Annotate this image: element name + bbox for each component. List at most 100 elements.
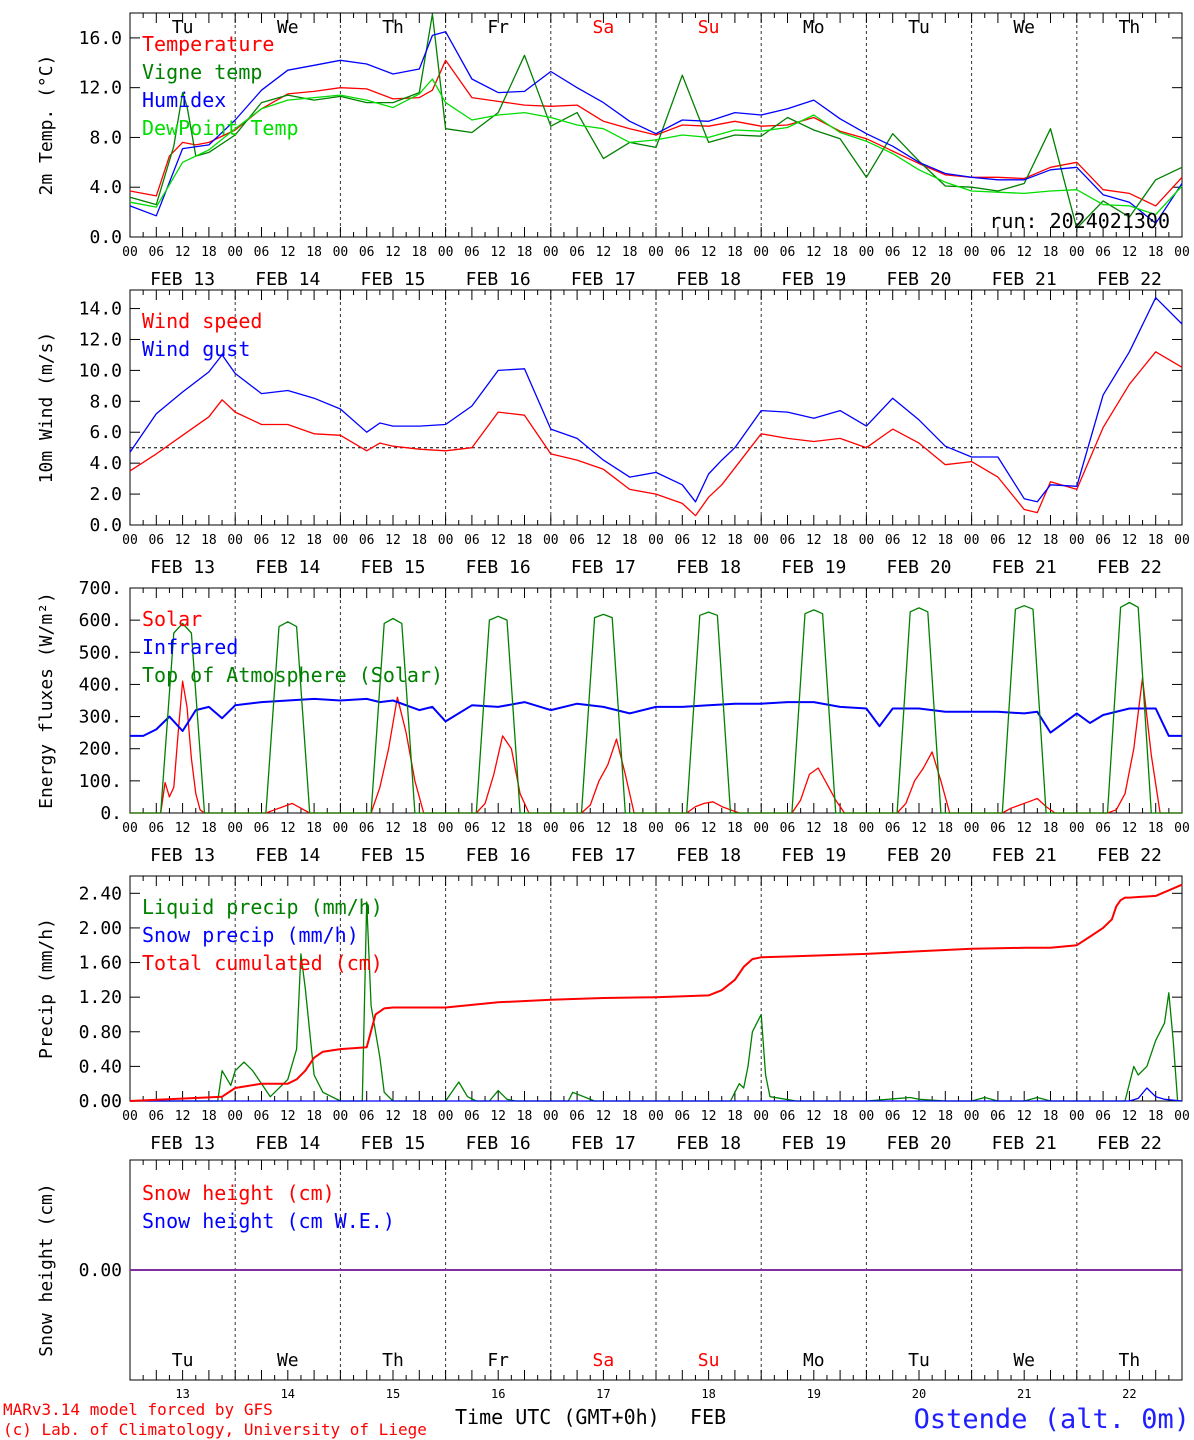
x-hour-label: 06 xyxy=(254,1109,270,1124)
x-hour-label: 18 xyxy=(622,1109,638,1124)
lab-credit: (c) Lab. of Climatology, University of L… xyxy=(3,1420,427,1439)
x-hour-label: 12 xyxy=(911,533,927,548)
weekday-label: Tu xyxy=(172,17,194,38)
y-tick-label: 10.0 xyxy=(79,360,122,381)
x-hour-label: 18 xyxy=(1043,245,1059,260)
x-hour-label: 00 xyxy=(1069,821,1085,836)
x-hour-label: 12 xyxy=(911,1109,927,1124)
y-tick-label: 4.0 xyxy=(89,453,122,474)
x-hour-label: 00 xyxy=(753,533,769,548)
weekday-label: Th xyxy=(382,1350,404,1371)
x-hour-label: 00 xyxy=(964,1109,980,1124)
legend-humidex: Humidex xyxy=(142,88,226,112)
weekday-label: We xyxy=(277,17,299,38)
x-hour-label: 12 xyxy=(1016,245,1032,260)
x-hour-label: 12 xyxy=(280,1109,296,1124)
x-hour-label: 12 xyxy=(701,245,717,260)
x-date-label: FEB 18 xyxy=(676,1133,741,1154)
x-hour-label: 00 xyxy=(122,245,138,260)
panel-snow: 0.00 Snow height (cm) Tu We Th Fr Sa Su Mo Tu We Th… xyxy=(36,1159,1183,1401)
weekday-label: Tu xyxy=(908,17,930,38)
y-tick-label: 2.00 xyxy=(79,918,122,939)
legend-wind-speed: Wind speed xyxy=(142,309,262,333)
x-date-label: FEB 19 xyxy=(781,269,846,290)
x-date-label: FEB 21 xyxy=(992,845,1057,866)
x-hour-label: 06 xyxy=(885,1109,901,1124)
x-hour-label: 00 xyxy=(1174,245,1190,260)
x-hour-label: 06 xyxy=(1095,821,1111,836)
x-hour-label: 06 xyxy=(569,245,585,260)
x-hour-label: 12 xyxy=(385,1109,401,1124)
x-hour-label: 12 xyxy=(701,821,717,836)
x-hour-label: 18 xyxy=(832,245,848,260)
x-hour-label: 06 xyxy=(1095,533,1111,548)
x-day-number: 17 xyxy=(596,1387,610,1401)
x-hour-label: 06 xyxy=(885,245,901,260)
x-hour-label: 18 xyxy=(517,1109,533,1124)
x-hour-label: 12 xyxy=(1122,245,1138,260)
x-hour-label: 18 xyxy=(937,1109,953,1124)
legend-top-of-atmosphere-solar: Top of Atmosphere (Solar) xyxy=(142,663,443,687)
x-hour-label: 00 xyxy=(1069,533,1085,548)
x-hour-label: 18 xyxy=(1043,533,1059,548)
panel-precip: 0.00 0.40 0.80 1.20 1.60 2.00 2.40 Precip (mm/h… xyxy=(36,875,1190,1154)
x-hour-label: 12 xyxy=(175,821,191,836)
weekday-label: Sa xyxy=(593,1350,615,1371)
x-hour-label: 12 xyxy=(806,821,822,836)
x-hour-label: 18 xyxy=(306,533,322,548)
series-top-of-atmosphere-solar xyxy=(130,601,1182,814)
x-hour-label: 00 xyxy=(964,245,980,260)
x-date-label: FEB 14 xyxy=(255,269,320,290)
x-hour-label: 06 xyxy=(990,245,1006,260)
panel-wind: 0.0 2.0 4.0 6.0 8.0 10.0 12.0 14.0 10m Wind (m/s… xyxy=(36,289,1190,578)
series-total-cumulated-cm xyxy=(129,883,1183,1102)
x-hour-label: 06 xyxy=(359,245,375,260)
x-hour-label: 00 xyxy=(543,245,559,260)
legend-solar: Solar xyxy=(142,607,202,631)
x-hour-label: 12 xyxy=(806,245,822,260)
x-date-label: FEB 22 xyxy=(1097,269,1162,290)
x-hour-label: 06 xyxy=(780,821,796,836)
footer: MARv3.14 model forced by GFS (c) Lab. of… xyxy=(3,1400,1190,1439)
weekday-label: We xyxy=(1013,17,1035,38)
x-date-label: FEB 15 xyxy=(360,1133,425,1154)
legend-total-cumulated-cm: Total cumulated (cm) xyxy=(142,951,383,975)
x-hour-label: 12 xyxy=(1122,533,1138,548)
x-date-label: FEB 16 xyxy=(466,557,531,578)
y-tick-label: 12.0 xyxy=(79,329,122,350)
series-snow-precip-mm-h xyxy=(130,1087,1183,1102)
x-hour-label: 06 xyxy=(674,1109,690,1124)
series-lines xyxy=(129,883,1183,1102)
x-hour-label: 06 xyxy=(359,1109,375,1124)
x-hour-label: 00 xyxy=(648,1109,664,1124)
x-date-label: FEB 14 xyxy=(255,1133,320,1154)
weekday-label: Mo xyxy=(803,1350,825,1371)
x-hour-label: 00 xyxy=(1069,1109,1085,1124)
x-hour-label: 00 xyxy=(859,1109,875,1124)
x-hour-label: 06 xyxy=(885,533,901,548)
legend-temperature: Temperature xyxy=(142,32,274,56)
y-tick-label: 8.0 xyxy=(89,127,122,148)
x-hour-label: 18 xyxy=(411,245,427,260)
x-hour-label: 00 xyxy=(648,245,664,260)
x-hour-label: 06 xyxy=(464,821,480,836)
x-date-label: FEB 20 xyxy=(886,557,951,578)
x-hour-label: 18 xyxy=(201,1109,217,1124)
x-hour-label: 18 xyxy=(622,533,638,548)
x-hour-label: 12 xyxy=(1122,1109,1138,1124)
x-date-label: FEB 21 xyxy=(992,1133,1057,1154)
series-lines xyxy=(129,297,1183,517)
x-hour-label: 18 xyxy=(1148,821,1164,836)
x-hour-label: 06 xyxy=(254,245,270,260)
y-tick-label: 0.00 xyxy=(79,1091,122,1112)
x-hour-label: 12 xyxy=(280,533,296,548)
x-hour-label: 06 xyxy=(569,533,585,548)
series-humidex xyxy=(129,31,1183,224)
x-hour-label: 12 xyxy=(385,245,401,260)
x-hour-label: 06 xyxy=(464,1109,480,1124)
x-date-label: FEB 21 xyxy=(992,557,1057,578)
x-date-label: FEB 13 xyxy=(150,269,215,290)
x-hour-label: 00 xyxy=(227,533,243,548)
x-hour-label: 00 xyxy=(122,533,138,548)
x-hour-label: 00 xyxy=(859,245,875,260)
